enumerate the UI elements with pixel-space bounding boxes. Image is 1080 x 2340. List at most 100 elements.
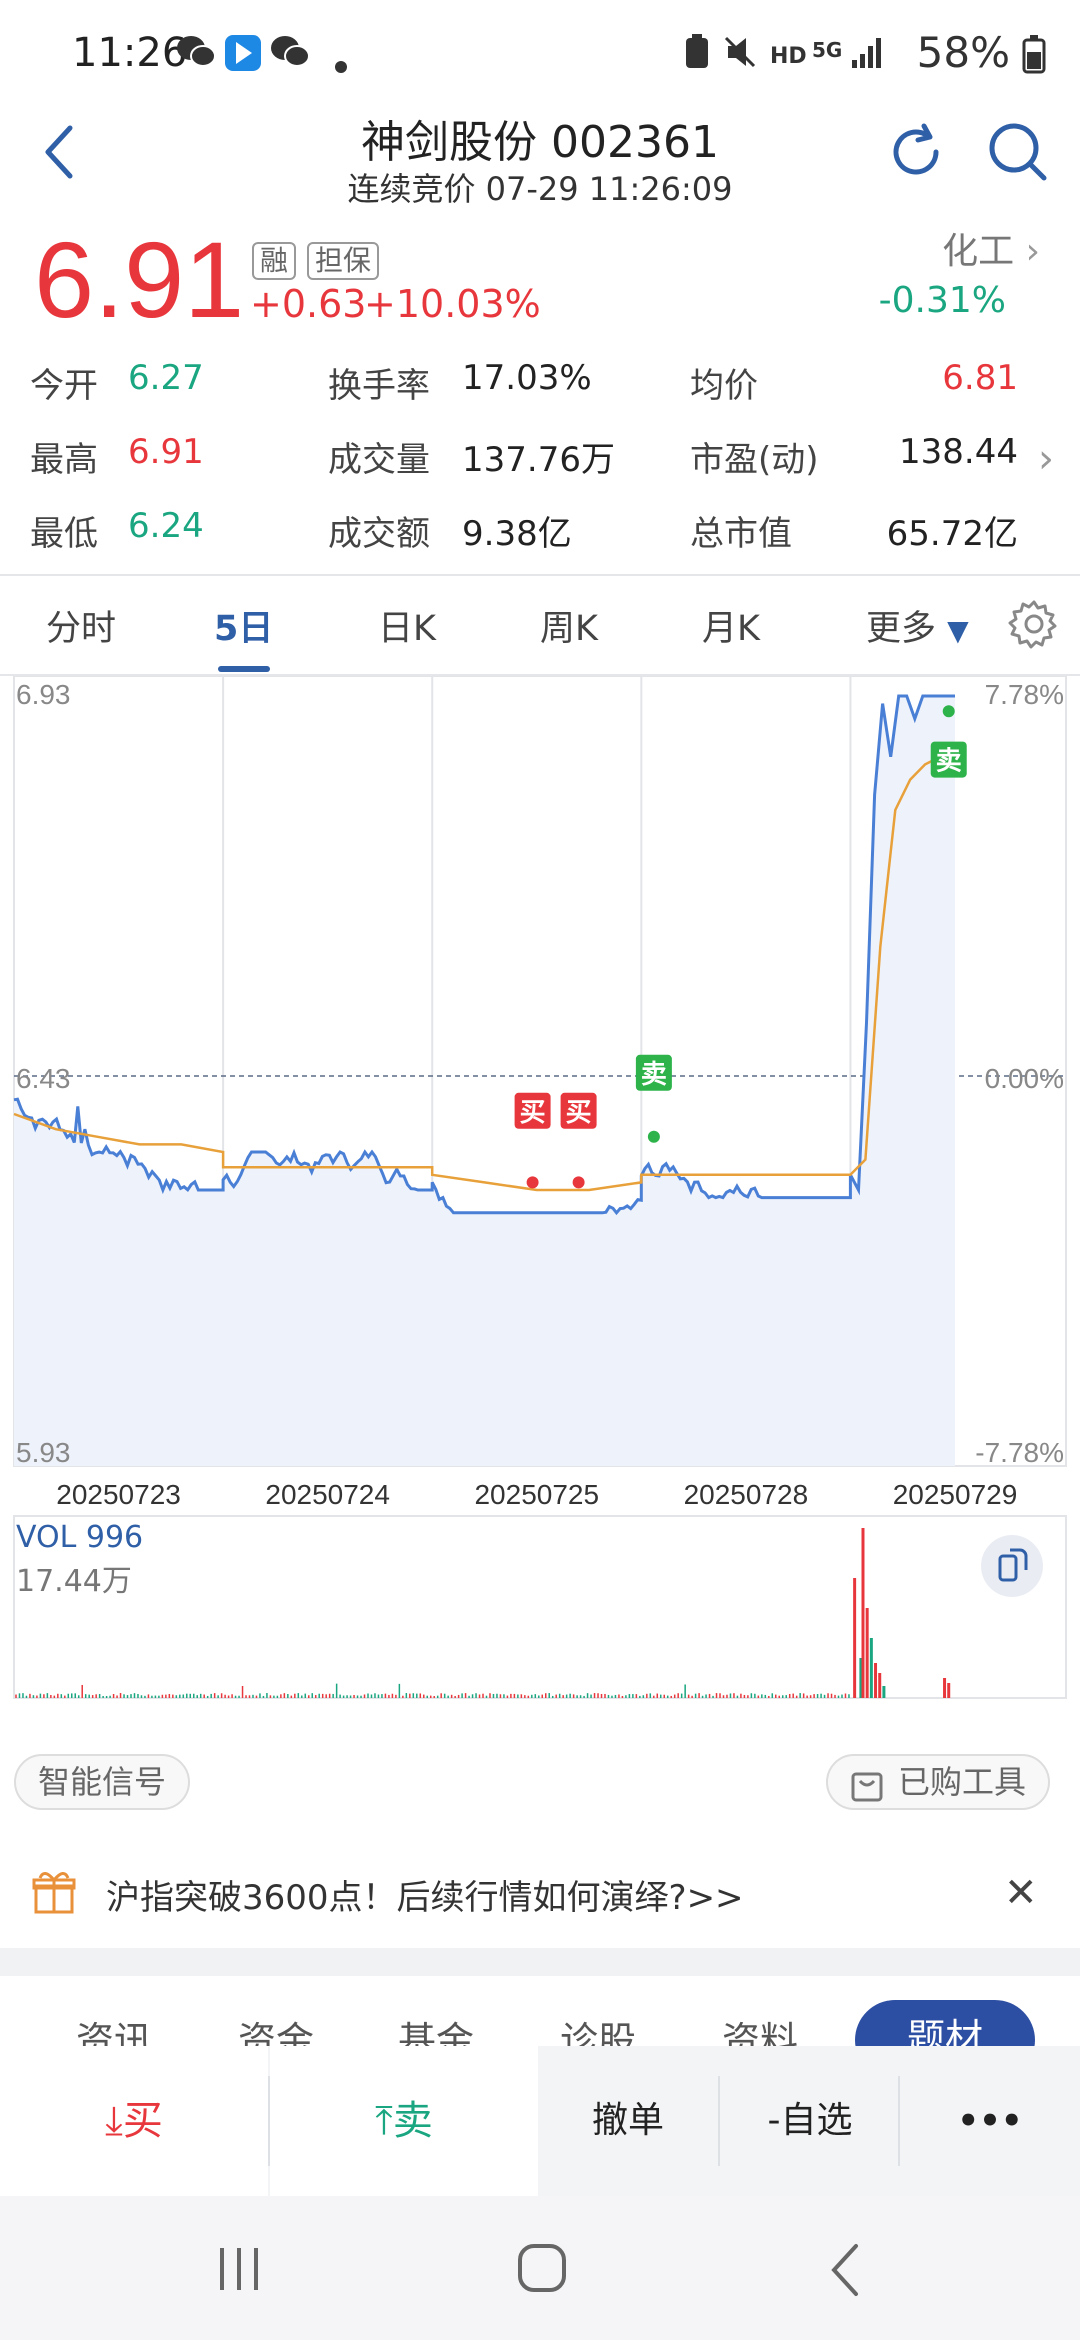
tab-weekly-k[interactable]: 周K [540, 609, 598, 649]
buy-marker-label: 买 [520, 1098, 546, 1128]
sell-label: 卖 [392, 2098, 433, 2144]
wechat-icon [176, 34, 216, 78]
trading-status: 连续竞价 07-29 11:26:09 [347, 170, 733, 208]
promo-banner[interactable]: 沪指突破3600点！后续行情如何演绎?>> ✕ [0, 1840, 1080, 1948]
hd-icon: HD [770, 44, 807, 69]
purchased-tools-label: 已购工具 [898, 1763, 1027, 1801]
buy-marker-label: 买 [566, 1098, 592, 1128]
sell-marker [930, 741, 967, 778]
chart-lines [13, 694, 956, 1466]
open-value: 6.27 [128, 358, 204, 398]
triangle-down-icon: ▼ [947, 614, 969, 647]
x-tick-label: 20250724 [265, 1479, 390, 1510]
buy-label: 买 [122, 2098, 163, 2144]
y-right-tick: 7.78% [985, 679, 1064, 710]
close-icon[interactable]: ✕ [1004, 1870, 1038, 1916]
search-icon[interactable] [986, 120, 1050, 188]
five-day-chart[interactable]: 6.93 6.43 5.93 7.78% 0.00% -7.78% 20250723 2025… [0, 676, 1080, 1726]
tab-intraday[interactable]: 分时 [46, 609, 117, 649]
settings-gear-icon[interactable] [1008, 598, 1060, 654]
price-change: +0.63 [250, 282, 367, 326]
sector-change: -0.31% [878, 280, 1006, 321]
sell-marker-dot [647, 1130, 660, 1143]
trade-bar: ⤓买 ⤒卖 撤单 -自选 ••• [0, 2046, 1080, 2196]
amount-value: 9.38亿 [462, 514, 572, 554]
buy-arrow-icon: ⤓ [105, 2098, 123, 2144]
status-bar: 11:26 HD 5G 58% [0, 0, 1080, 110]
x-tick-label: 20250729 [893, 1479, 1018, 1510]
guarantee-tag: 担保 [307, 242, 380, 280]
low-value: 6.24 [128, 506, 204, 546]
high-value: 6.91 [128, 432, 204, 472]
back-icon[interactable] [40, 122, 80, 186]
volume-value: 137.76万 [462, 440, 615, 480]
network-5g-icon: 5G [812, 38, 843, 62]
turnover-rate-label: 换手率 [328, 366, 430, 406]
gift-icon [32, 1868, 76, 1920]
divider [0, 574, 1080, 576]
purchased-tools-button[interactable]: 已购工具 [826, 1754, 1051, 1810]
wechat-icon-2 [270, 34, 310, 78]
price-change-pct: +10.03% [364, 282, 541, 326]
mute-icon [722, 34, 758, 78]
market-cap-label: 总市值 [690, 514, 792, 554]
bag-icon [850, 1766, 884, 1818]
section-gap [0, 1948, 1080, 1976]
avg-price-label: 均价 [690, 366, 758, 406]
volume-max: 17.44万 [16, 1564, 132, 1599]
current-price: 6.91 [34, 219, 245, 340]
header: 神剑股份 002361 连续竞价 07-29 11:26:09 [0, 100, 1080, 210]
battery-icon [1022, 34, 1046, 82]
y-left-tick: 6.93 [16, 679, 71, 710]
sell-button[interactable]: ⤒卖 [270, 2046, 538, 2196]
recent-apps-icon[interactable] [214, 2244, 264, 2298]
pe-label: 市盈(动) [690, 440, 819, 480]
separator [898, 2076, 900, 2166]
volume-frame [13, 1515, 1067, 1699]
stats-expand-icon[interactable]: › [1038, 436, 1054, 482]
home-icon[interactable] [516, 2242, 568, 2298]
x-tick-label: 20250723 [56, 1479, 181, 1510]
dot-icon [334, 44, 348, 82]
smart-signal-button[interactable]: 智能信号 [14, 1754, 191, 1810]
avg-price-value: 6.81 [942, 358, 1018, 398]
high-label: 最高 [30, 440, 98, 480]
status-time: 11:26 [72, 30, 188, 76]
sector-link[interactable]: 化工 › [942, 222, 1040, 274]
page-title: 神剑股份 002361 [361, 117, 719, 168]
refresh-icon[interactable] [884, 120, 948, 188]
separator [718, 2076, 720, 2166]
sector-name: 化工 [942, 231, 1015, 272]
avg-line [13, 748, 956, 1192]
y-right-tick: -7.78% [975, 1437, 1064, 1468]
tab-monthly-k[interactable]: 月K [702, 609, 760, 649]
tab-daily-k[interactable]: 日K [378, 609, 436, 649]
buy-marker [514, 1092, 551, 1129]
tab-more[interactable]: 更多 ▼ [866, 600, 969, 651]
sell-marker-dot [942, 705, 955, 718]
cancel-order-button[interactable]: 撤单 [591, 2100, 664, 2141]
sell-marker-label: 卖 [641, 1060, 667, 1090]
sell-arrow-icon: ⤒ [375, 2098, 393, 2144]
rotate-screen-icon[interactable] [980, 1534, 1044, 1602]
pe-value: 138.44 [899, 432, 1018, 472]
x-tick-label: 20250725 [474, 1479, 599, 1510]
buy-button[interactable]: ⤓买 [0, 2046, 268, 2196]
sell-marker [635, 1054, 672, 1091]
divider-tabs [0, 674, 1080, 676]
watchlist-button[interactable]: -自选 [767, 2100, 853, 2141]
volume-bars [13, 1515, 1067, 1699]
active-tab-indicator [218, 666, 270, 672]
tab-5day[interactable]: 5日 [214, 609, 274, 649]
x-tick-label: 20250728 [684, 1479, 809, 1510]
sell-marker-label: 卖 [936, 747, 962, 777]
battery-level: 58% [916, 28, 1010, 77]
more-options-button[interactable]: ••• [957, 2101, 1023, 2141]
open-label: 今开 [30, 366, 98, 406]
chart-labels: 6.93 6.43 5.93 7.78% 0.00% -7.78% 20250723 2025… [16, 679, 1064, 1510]
back-nav-icon[interactable] [826, 2242, 866, 2302]
market-cap-value: 65.72亿 [886, 514, 1018, 554]
y-right-tick: 0.00% [985, 1063, 1064, 1094]
chevron-right-icon: › [1025, 231, 1040, 272]
buy-marker-dot [572, 1176, 585, 1189]
